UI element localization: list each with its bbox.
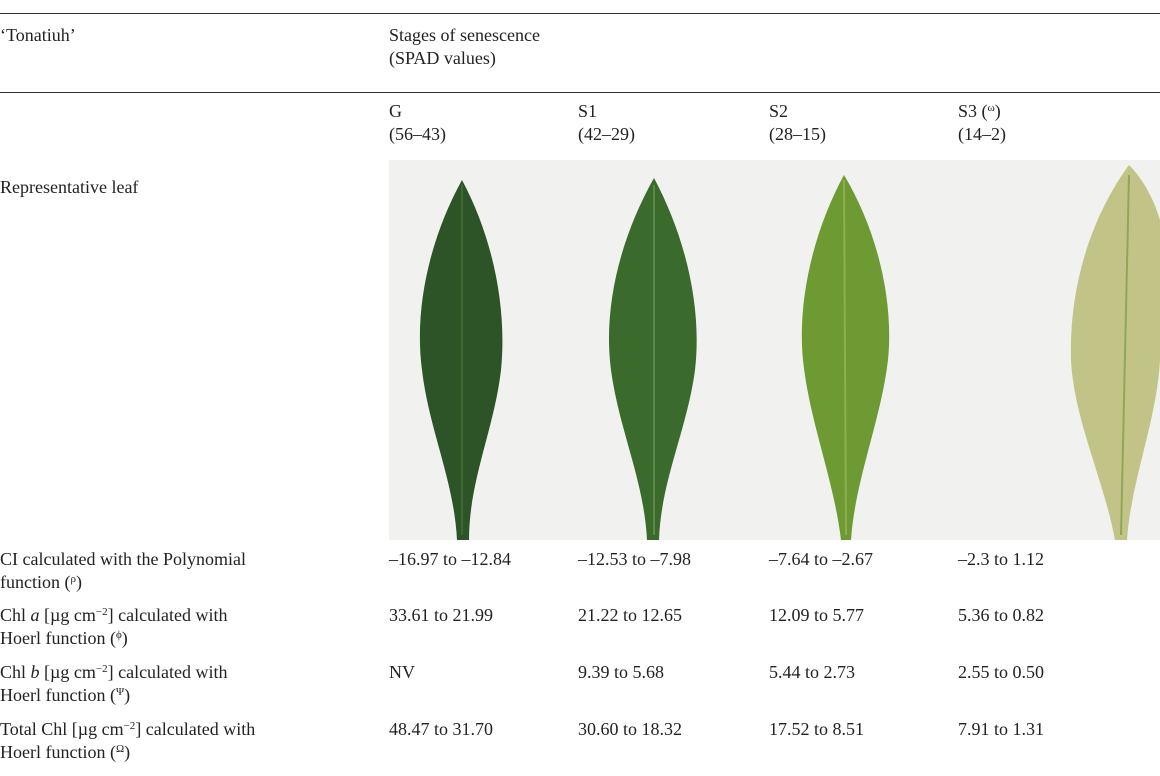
line: Hoerl function (Ψ) [0, 684, 228, 707]
text-segment: ‘Tonatiuh’ [0, 25, 76, 45]
stage-name: G [389, 100, 446, 123]
text-segment: Ω [116, 743, 124, 755]
line: Hoerl function (Ω) [0, 741, 255, 764]
text-segment: ] calculated with [108, 605, 228, 625]
text-segment: ] calculated with [135, 719, 255, 739]
value-cell: 30.60 to 18.32 [578, 718, 682, 741]
value-cell: 7.91 to 1.31 [958, 718, 1044, 741]
line: Hoerl function (ϕ) [0, 627, 228, 650]
header-cell: Stages of senescence (SPAD values) [389, 24, 540, 70]
text-segment: −2 [124, 720, 136, 732]
text-segment: −2 [96, 663, 108, 675]
value-cell: 33.61 to 21.99 [389, 604, 493, 627]
value-cell: 5.36 to 0.82 [958, 604, 1044, 627]
value-cell: 12.09 to 5.77 [769, 604, 864, 627]
header-cell: ‘Tonatiuh’ [0, 24, 76, 47]
value-cell: 17.52 to 8.51 [769, 718, 864, 741]
line: ‘Tonatiuh’ [0, 24, 76, 47]
stage-range: (42–29) [578, 123, 635, 146]
stage-header: S2(28–15) [769, 100, 826, 146]
value-cell: –7.64 to –2.67 [769, 548, 873, 571]
text-segment: b [31, 662, 40, 682]
stage-name: S1 [578, 100, 635, 123]
value-cell: 48.47 to 31.70 [389, 718, 493, 741]
text-segment: Chl [0, 605, 31, 625]
text-segment: Total Chl [µg cm [0, 719, 124, 739]
text-segment: ) [995, 101, 1001, 121]
value-cell: 5.44 to 2.73 [769, 661, 855, 684]
value-cell: 21.22 to 12.65 [578, 604, 682, 627]
stage-header: S3 (ω)(14–2) [958, 100, 1006, 146]
leaf-images [389, 160, 1160, 540]
value-cell: –12.53 to –7.98 [578, 548, 691, 571]
value-cell: 9.39 to 5.68 [578, 661, 664, 684]
line: Chl b [µg cm−2] calculated with [0, 661, 228, 684]
line: function (ρ) [0, 571, 246, 594]
stage-header: G(56–43) [389, 100, 446, 146]
text-segment: S2 [769, 101, 788, 121]
header-rule [0, 92, 1160, 93]
value-cell: NV [389, 661, 415, 684]
text-segment: Chl [0, 662, 31, 682]
text-segment: Hoerl function ( [0, 742, 116, 762]
text-segment: ) [124, 685, 130, 705]
text-segment: S3 ( [958, 101, 988, 121]
text-segment: [µg cm [40, 605, 96, 625]
line: Chl a [µg cm−2] calculated with [0, 604, 228, 627]
line: Total Chl [µg cm−2] calculated with [0, 718, 255, 741]
value-cell: –16.97 to –12.84 [389, 548, 511, 571]
stage-name: S3 (ω) [958, 100, 1006, 123]
top-rule [0, 13, 1160, 14]
stage-range: (56–43) [389, 123, 446, 146]
text-segment: Ψ [116, 686, 124, 698]
text-segment: ω [988, 102, 995, 114]
stage-range: (28–15) [769, 123, 826, 146]
line: Stages of senescence [389, 24, 540, 47]
text-segment: Hoerl function ( [0, 685, 116, 705]
text-segment: ] calculated with [108, 662, 228, 682]
text-segment: function ( [0, 572, 70, 592]
text-segment: −2 [96, 606, 108, 618]
table-page: ‘Tonatiuh’ Stages of senescence (SPAD valu… [0, 0, 1160, 776]
text-segment: [µg cm [40, 662, 96, 682]
text-segment: ) [76, 572, 82, 592]
text-segment: S1 [578, 101, 597, 121]
line: (SPAD values) [389, 47, 540, 70]
text-segment: G [389, 101, 402, 121]
text-segment: Stages of senescence [389, 25, 540, 45]
text-segment: a [31, 605, 40, 625]
stage-range: (14–2) [958, 123, 1006, 146]
stage-name: S2 [769, 100, 826, 123]
text-segment: (SPAD values) [389, 48, 496, 68]
image-background [389, 160, 1160, 540]
line: CI calculated with the Polynomial [0, 548, 246, 571]
stage-header: S1(42–29) [578, 100, 635, 146]
text-segment: ) [122, 628, 128, 648]
text-segment: ) [124, 742, 130, 762]
text-segment: Hoerl function ( [0, 628, 116, 648]
value-cell: 2.55 to 0.50 [958, 661, 1044, 684]
row-label: Representative leaf [0, 176, 138, 199]
value-cell: –2.3 to 1.12 [958, 548, 1044, 571]
text-segment: CI calculated with the Polynomial [0, 549, 246, 569]
